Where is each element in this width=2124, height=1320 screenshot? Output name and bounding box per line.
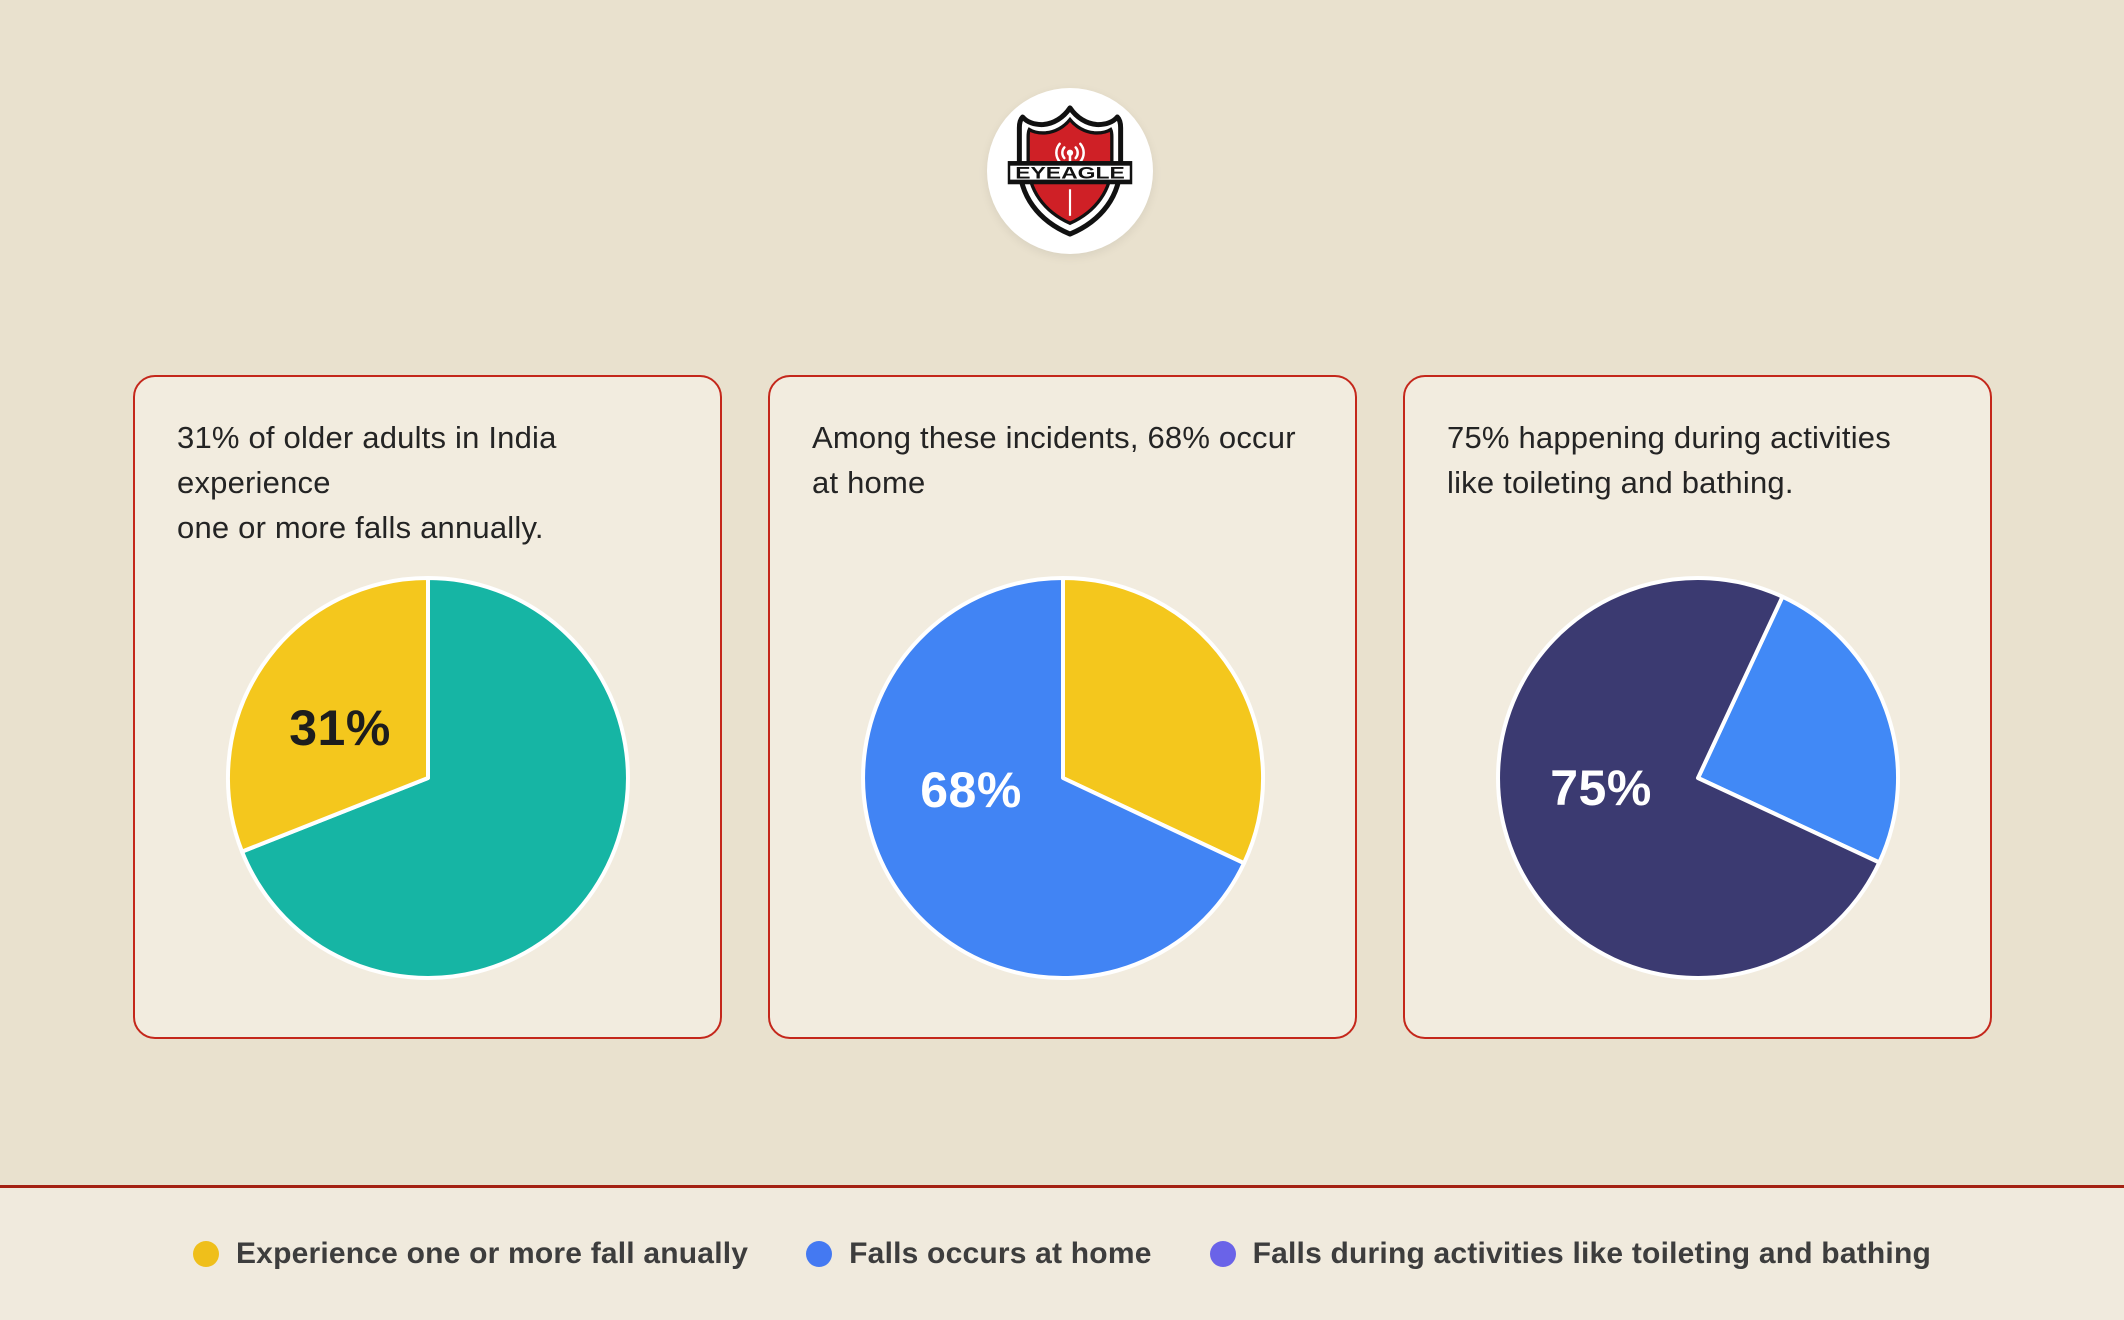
pie-percent-label: 31% (289, 700, 391, 756)
pie-chart-wrap: 68% (856, 571, 1270, 985)
banner-strip (1010, 165, 1130, 180)
legend: Experience one or more fall anually Fall… (0, 1188, 2124, 1320)
stat-card-toileting-bathing: 75% happening during activities like toi… (1403, 375, 1992, 1039)
legend-dot-indigo (1209, 1241, 1236, 1267)
legend-label: Falls during activities like toileting a… (1252, 1237, 1932, 1270)
stat-card-falls-at-home: Among these incidents, 68% occur at home… (768, 375, 1357, 1039)
pie-slice (240, 576, 630, 980)
antenna-icon (1055, 142, 1085, 164)
pie-chart-toileting-bathing (1496, 576, 1900, 980)
legend-label: Falls occurs at home (849, 1237, 1152, 1270)
legend-dot-blue (806, 1241, 833, 1267)
stat-card-text: Among these incidents, 68% occur at home (812, 420, 1296, 500)
pie-percent-label: 75% (1550, 760, 1652, 816)
pole-line (1068, 189, 1072, 216)
pie-slice (1496, 576, 1882, 980)
pie-slice (1061, 576, 1266, 866)
brand-logo: EYEAGLE (987, 88, 1153, 254)
pie-slice (861, 576, 1246, 980)
footer-divider-line (0, 1185, 2124, 1188)
legend-item-falls-at-home: Falls occurs at home (806, 1237, 1151, 1271)
pie-slice (226, 576, 430, 854)
legend-item-toileting-bathing: Falls during activities like toileting a… (1209, 1237, 1932, 1271)
pie-percent-label: 68% (920, 762, 1022, 818)
legend-label: Experience one or more fall anually (235, 1237, 749, 1270)
stat-card-falls-annually: 31% of older adults in India experience … (133, 375, 722, 1039)
legend-item-fall-annually: Experience one or more fall anually (192, 1237, 749, 1271)
pie-slice (1696, 594, 1900, 865)
stat-card-text: 75% happening during activities like toi… (1447, 420, 1891, 500)
pie-chart-wrap: 31% (221, 571, 635, 985)
stat-card-text: 31% of older adults in India experience … (177, 420, 557, 545)
pie-chart-falls-annually (226, 576, 630, 980)
antenna-dot (1066, 149, 1074, 156)
legend-dot-yellow (192, 1241, 219, 1267)
pie-chart-wrap: 75% (1491, 571, 1905, 985)
shield-logo-icon: EYEAGLE (1007, 105, 1133, 237)
pie-chart-falls-at-home (861, 576, 1266, 980)
brand-name: EYEAGLE (1015, 164, 1125, 182)
